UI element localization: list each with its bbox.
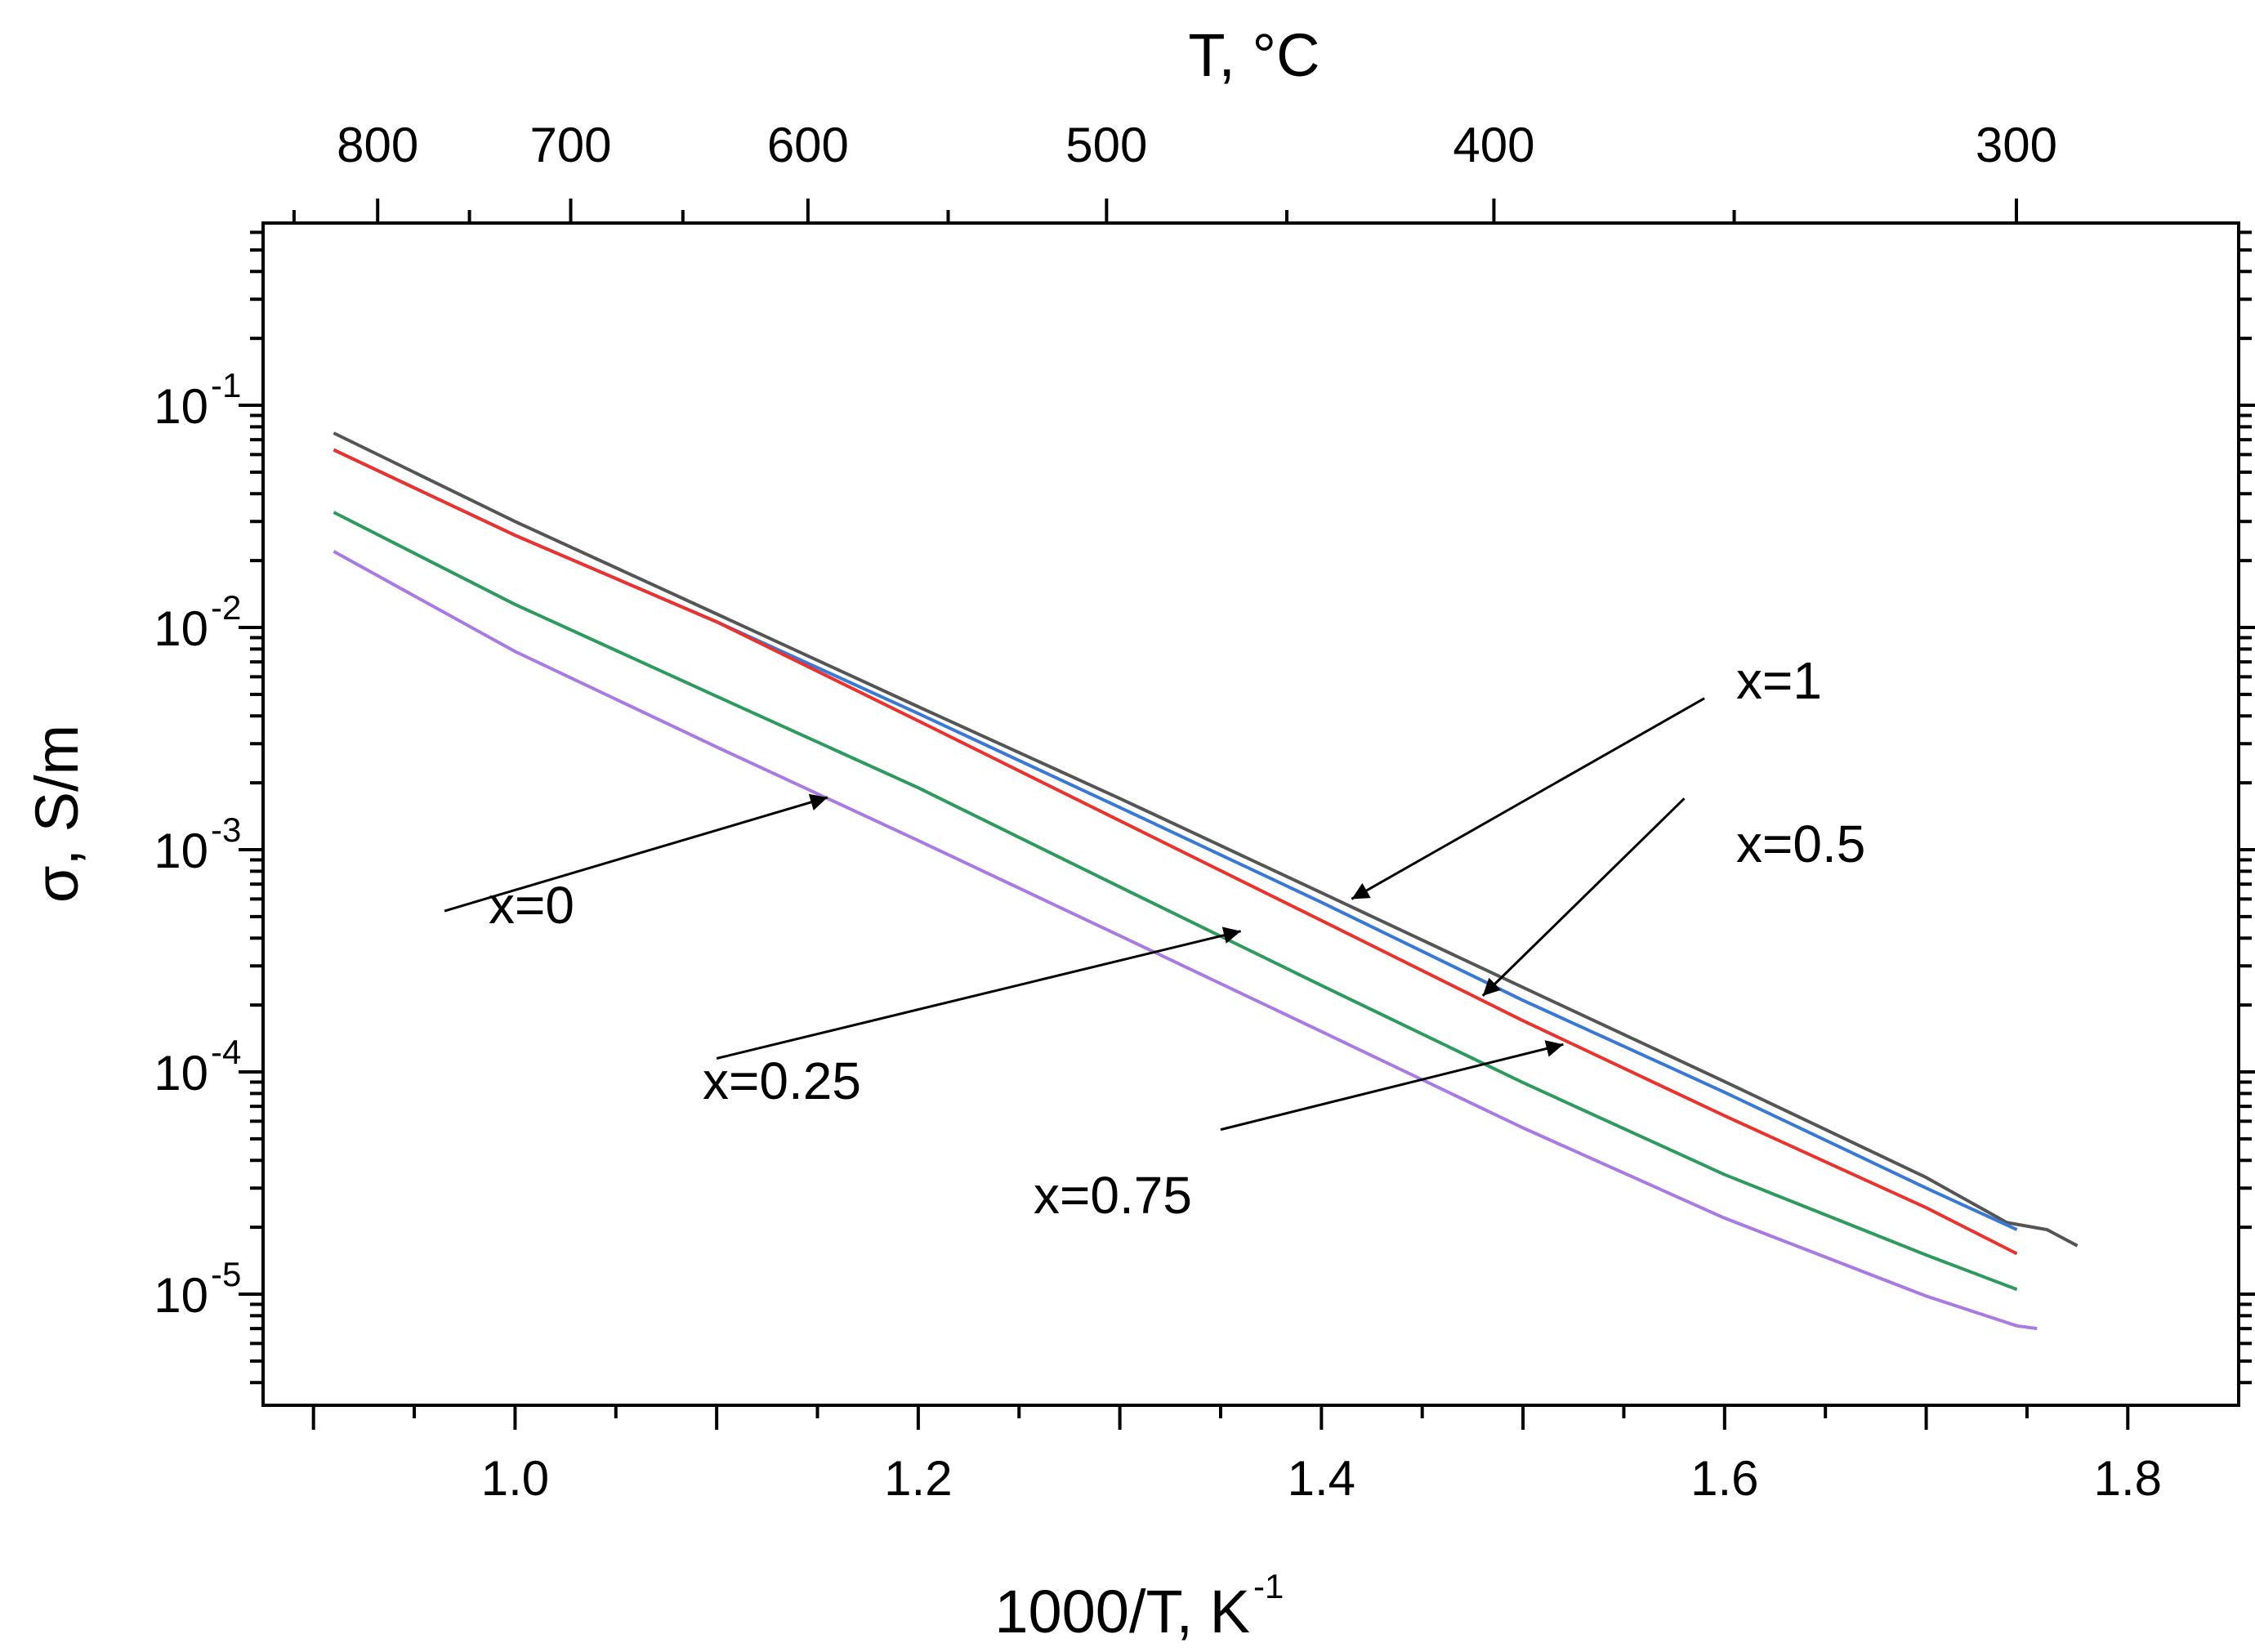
top-axis-title: T, °C <box>1188 21 1320 89</box>
y-tick-label: 10 <box>154 1046 208 1101</box>
axis-ticks <box>239 199 2255 1430</box>
annotation-arrow <box>1220 1040 1564 1132</box>
y-tick-label-exponent: -1 <box>211 366 241 404</box>
y-tick-label-exponent: -4 <box>211 1033 241 1071</box>
y-tick-label-exponent: -5 <box>211 1255 241 1293</box>
x-axis-title-exponent: -1 <box>1253 1567 1284 1605</box>
top-tick-label: 400 <box>1453 118 1534 172</box>
annotation-label: x=0.75 <box>1034 1166 1192 1225</box>
annotation-label: x=1 <box>1736 651 1822 710</box>
series-line-x-1 <box>333 431 2079 1248</box>
x-tick-label: 1.2 <box>884 1451 952 1506</box>
annotation-label: x=0.5 <box>1736 815 1865 873</box>
annotation-arrow <box>1481 797 1686 997</box>
top-tick-label: 700 <box>529 118 611 172</box>
annotation-arrow <box>444 793 828 913</box>
y-tick-label: 10 <box>154 601 208 656</box>
top-tick-label: 300 <box>1976 118 2057 172</box>
annotation-arrow <box>1351 697 1705 900</box>
series-curves <box>333 431 2079 1331</box>
y-tick-label: 10 <box>154 379 208 434</box>
annotation-label: x=0 <box>489 876 574 935</box>
top-tick-label: 500 <box>1065 118 1147 172</box>
y-tick-label-exponent: -3 <box>211 810 241 849</box>
y-axis-title: σ, S/m <box>23 725 91 903</box>
top-tick-label: 600 <box>767 118 849 172</box>
annotation-arrow <box>716 926 1242 1060</box>
top-tick-label: 800 <box>337 118 418 172</box>
y-tick-label-exponent: -2 <box>211 588 241 627</box>
x-tick-label: 1.4 <box>1288 1451 1355 1506</box>
y-tick-label: 10 <box>154 824 208 878</box>
x-tick-label: 1.6 <box>1690 1451 1758 1506</box>
plot-frame <box>261 221 2240 1407</box>
series-line-x-0 <box>333 550 2038 1331</box>
curve-annotations: x=1 x=0.5 x=0.25 x=0.75 x=0 <box>444 651 1865 1225</box>
x-tick-label: 1.0 <box>481 1451 549 1506</box>
series-line-x-0-75 <box>333 448 2018 1256</box>
x-axis-title: 1000/T, K <box>994 1578 1250 1645</box>
y-tick-label: 10 <box>154 1268 208 1323</box>
annotation-label: x=0.25 <box>703 1051 861 1110</box>
x-tick-label: 1.8 <box>2094 1451 2162 1506</box>
